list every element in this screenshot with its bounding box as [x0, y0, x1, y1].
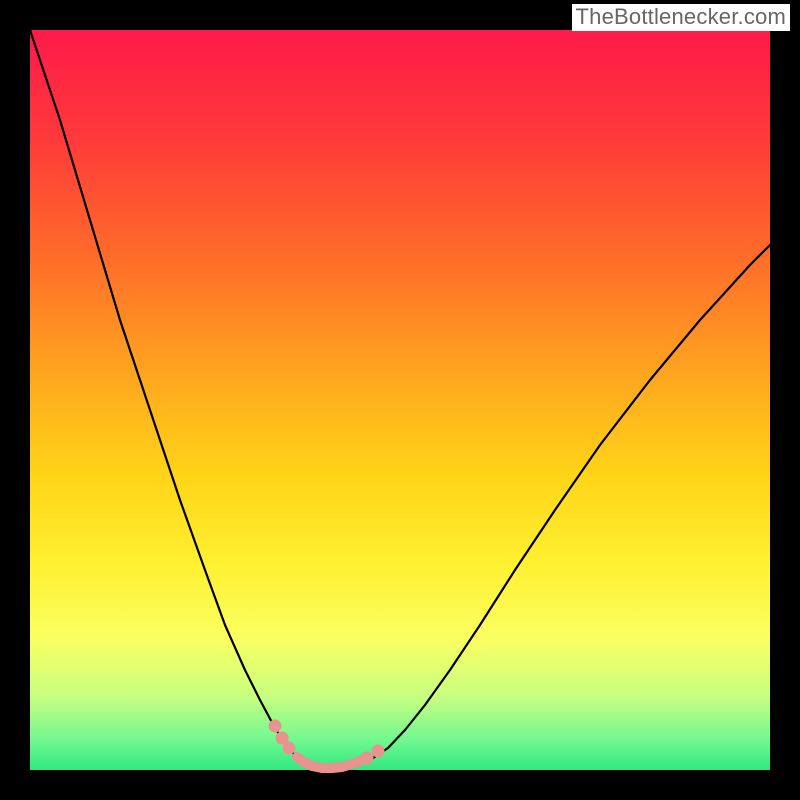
watermark-label: TheBottlenecker.com	[572, 4, 790, 31]
chart-container: TheBottlenecker.com	[0, 0, 800, 800]
bottleneck-chart	[0, 0, 800, 800]
